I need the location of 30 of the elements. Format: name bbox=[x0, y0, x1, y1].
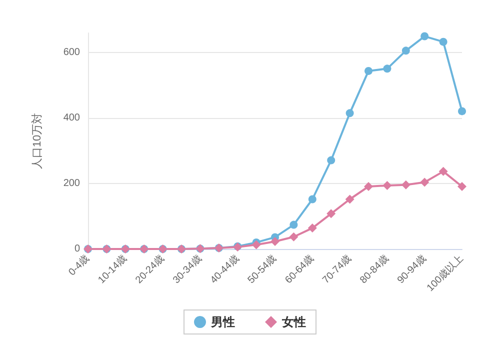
point bbox=[420, 32, 429, 40]
legend-label: 男性 bbox=[210, 315, 235, 329]
point bbox=[346, 109, 354, 118]
point bbox=[383, 64, 392, 73]
point bbox=[438, 166, 448, 176]
point bbox=[439, 38, 448, 46]
point bbox=[364, 182, 373, 191]
point bbox=[308, 224, 317, 233]
legend-label: 女性 bbox=[281, 315, 306, 329]
y-tick-label: 200 bbox=[63, 178, 80, 190]
point bbox=[382, 181, 392, 190]
y-tick-label: 400 bbox=[63, 112, 80, 124]
point bbox=[252, 240, 261, 250]
point bbox=[402, 46, 410, 55]
y-axis-title: 人口10万対 bbox=[30, 112, 44, 170]
x-tick-label: 0-4歳 bbox=[66, 252, 92, 278]
point bbox=[458, 107, 466, 116]
point bbox=[270, 236, 280, 246]
y-tick-label: 0 bbox=[74, 244, 80, 254]
point bbox=[401, 180, 410, 190]
point bbox=[289, 232, 298, 242]
point bbox=[308, 195, 316, 204]
point bbox=[420, 178, 430, 187]
point bbox=[290, 220, 298, 229]
point bbox=[364, 66, 372, 75]
point bbox=[327, 156, 336, 164]
y-tick-label: 600 bbox=[63, 47, 80, 58]
point bbox=[345, 194, 354, 204]
point bbox=[326, 209, 336, 218]
point bbox=[458, 182, 466, 191]
